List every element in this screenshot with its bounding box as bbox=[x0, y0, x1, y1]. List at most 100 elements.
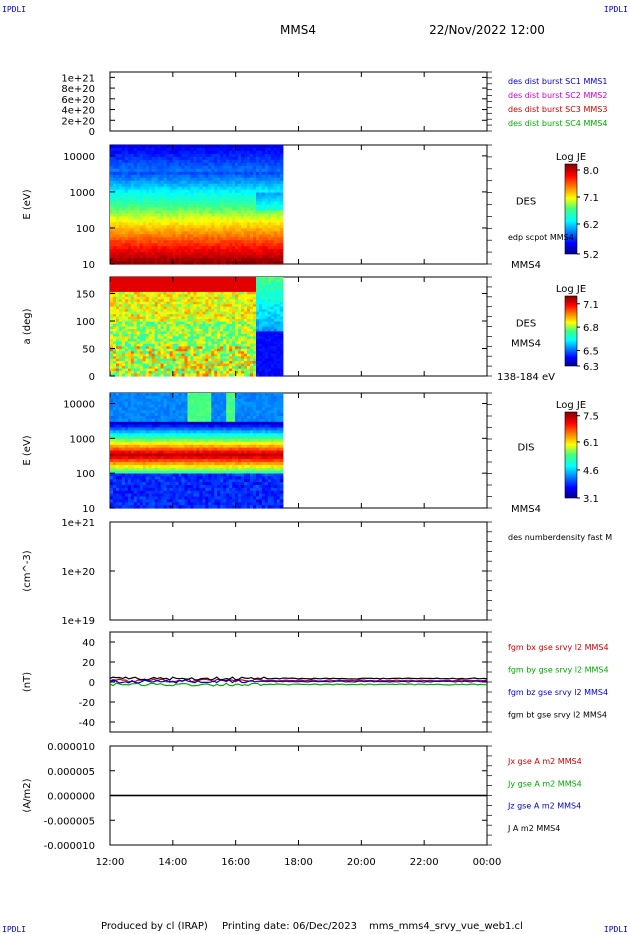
panel3-cell bbox=[121, 346, 126, 350]
panel2-cell bbox=[241, 162, 245, 167]
panel2-cell bbox=[235, 249, 239, 253]
panel3-cell bbox=[217, 277, 221, 281]
panel3-cell bbox=[187, 309, 192, 313]
panel2-cell bbox=[261, 225, 266, 229]
panel2-cell bbox=[202, 171, 206, 176]
panel3-cell bbox=[163, 326, 168, 330]
panel3-cell bbox=[241, 366, 245, 370]
panel2-cell bbox=[136, 159, 141, 164]
panel3-cell bbox=[264, 319, 269, 323]
panel2-cell bbox=[253, 204, 257, 209]
panel2-cell bbox=[217, 192, 221, 197]
panel2-cell bbox=[264, 219, 269, 223]
panel2-cell bbox=[178, 231, 183, 235]
panel3-cell bbox=[121, 373, 126, 377]
panel2-cell bbox=[142, 243, 147, 247]
panel2-cell bbox=[178, 207, 183, 212]
panel2-cell bbox=[241, 201, 245, 206]
panel2-cell bbox=[238, 168, 242, 173]
panel3-cell bbox=[247, 331, 251, 335]
panel2-cell bbox=[148, 186, 153, 191]
panel3-cell bbox=[110, 316, 114, 320]
panel3-cell bbox=[223, 366, 227, 370]
panel2-cell bbox=[256, 186, 260, 191]
panel2-cell bbox=[187, 174, 192, 179]
panel2-cell bbox=[178, 195, 183, 200]
panel2-cell bbox=[136, 222, 141, 226]
panel1-ytick-label: 6e+20 bbox=[61, 95, 95, 106]
panel3-cell bbox=[190, 366, 194, 370]
panel2-cell bbox=[267, 153, 272, 158]
panel3-cell bbox=[160, 279, 165, 283]
panel2-cell bbox=[247, 240, 251, 244]
panel2-cell bbox=[151, 249, 156, 253]
panel3-cell bbox=[130, 301, 135, 305]
panel3-cell bbox=[214, 353, 218, 357]
panel3-cell bbox=[226, 286, 230, 290]
panel3-cell bbox=[133, 301, 138, 305]
panel3-cell bbox=[196, 301, 200, 305]
panel2-cell bbox=[118, 225, 123, 229]
panel2-cell bbox=[145, 222, 150, 226]
panel3-cell bbox=[142, 333, 147, 337]
panel3-cell bbox=[250, 281, 254, 285]
panel2-ytick-label: 10000 bbox=[63, 152, 95, 163]
panel2-cell bbox=[264, 150, 269, 155]
panel3-cell bbox=[205, 316, 209, 320]
panel3-cell bbox=[270, 361, 275, 365]
panel4-cell bbox=[116, 404, 120, 408]
panel2-cell bbox=[202, 156, 206, 161]
panel2-cell bbox=[172, 216, 177, 220]
panel3-cell bbox=[169, 331, 174, 335]
panel3-cell bbox=[241, 336, 245, 340]
panel3-cell bbox=[130, 289, 135, 293]
panel3-cell bbox=[238, 329, 242, 333]
panel2-cell bbox=[279, 243, 284, 247]
panel3-cell bbox=[223, 289, 227, 293]
panel3-cell bbox=[190, 333, 194, 337]
panel3-cell bbox=[220, 366, 224, 370]
panel2-cell bbox=[187, 261, 192, 265]
panel2-cell bbox=[267, 213, 272, 217]
panel3-cell bbox=[217, 346, 221, 350]
panel2-cell bbox=[214, 252, 218, 256]
panel3-cell bbox=[259, 286, 263, 290]
panel2-cell bbox=[270, 228, 275, 232]
panel2-cell bbox=[264, 159, 269, 164]
panel3-cell bbox=[157, 277, 162, 281]
panel3-cell bbox=[110, 358, 114, 362]
panel2-cell bbox=[235, 168, 239, 173]
panel2-cell bbox=[136, 198, 141, 203]
panel2-cell bbox=[148, 240, 153, 244]
panel3-cell bbox=[232, 284, 236, 288]
panel2-cell bbox=[208, 201, 212, 206]
panel4-cell bbox=[121, 433, 126, 437]
panel3-cell bbox=[273, 289, 278, 293]
panel3-cell bbox=[136, 348, 141, 352]
panel2-cell bbox=[187, 180, 192, 185]
panel3-cell bbox=[175, 286, 180, 290]
panel3-cell bbox=[241, 324, 245, 328]
panel2-cell bbox=[163, 189, 168, 194]
panel3-cell bbox=[235, 316, 239, 320]
panel3-cell bbox=[196, 361, 200, 365]
panel3-cell bbox=[121, 309, 126, 313]
panel2-cell bbox=[142, 240, 147, 244]
panel2-cell bbox=[223, 183, 227, 188]
panel2-cell bbox=[264, 252, 269, 256]
panel3-cell bbox=[190, 311, 194, 315]
panel3-cell bbox=[116, 348, 120, 352]
panel3-cell bbox=[121, 353, 126, 357]
panel2-cell bbox=[181, 195, 186, 200]
panel3-cell bbox=[133, 324, 138, 328]
panel3-cell bbox=[196, 351, 200, 355]
panel3-cell bbox=[196, 326, 200, 330]
panel4-cell bbox=[113, 453, 117, 457]
panel2-cell bbox=[127, 249, 132, 253]
panel3-cell bbox=[163, 291, 168, 295]
panel3-cell bbox=[178, 306, 183, 310]
panel2-cell bbox=[181, 213, 186, 217]
panel3-cell bbox=[241, 326, 245, 330]
panel2-cell bbox=[169, 246, 174, 250]
panel3-cell bbox=[172, 279, 177, 283]
